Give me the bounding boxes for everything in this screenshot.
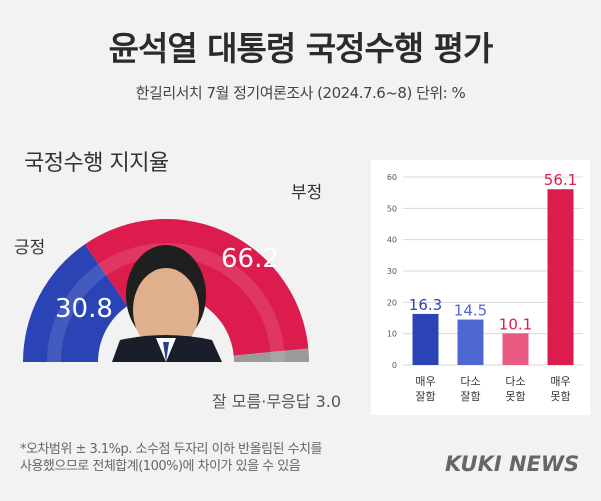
y-tick-label: 20	[387, 298, 397, 307]
section-title: 국정수행 지지율	[24, 151, 169, 176]
bar	[502, 333, 529, 365]
negative-label: 부정	[291, 183, 323, 203]
president-photo	[112, 245, 222, 362]
page-title: 윤석열 대통령 국정수행 평가	[108, 29, 494, 68]
x-category-label: 잘함	[415, 390, 435, 403]
bar-value-label: 16.3	[409, 296, 442, 314]
x-category-label: 못함	[505, 390, 525, 403]
positive-label: 긍정	[14, 238, 46, 258]
y-tick-label: 40	[387, 236, 397, 245]
x-category-label: 다소	[460, 375, 480, 388]
bar	[457, 319, 484, 365]
x-category-label: 다소	[505, 375, 525, 388]
y-tick-label: 60	[387, 173, 397, 182]
positive-value: 30.8	[55, 294, 113, 324]
y-tick-label: 0	[392, 361, 397, 370]
negative-value: 66.2	[221, 244, 279, 274]
page-subtitle: 한길리서치 7월 정기여론조사 (2024.7.6~8) 단위: %	[135, 84, 466, 102]
bar-value-label: 10.1	[499, 315, 532, 333]
bar-value-label: 56.1	[544, 171, 577, 189]
x-category-label: 매우	[415, 375, 435, 388]
x-category-label: 못함	[550, 390, 570, 403]
no-response-slice	[233, 348, 309, 362]
no-response-label: 잘 모름·무응답 3.0	[212, 392, 342, 411]
brand-logo: KUKI NEWS	[445, 452, 580, 476]
bar	[412, 313, 439, 365]
footnote-line-1: *오차범위 ± 3.1%p. 소수점 두자리 이하 반올림된 수치를	[20, 442, 322, 457]
x-category-label: 매우	[550, 375, 570, 388]
x-category-label: 잘함	[460, 390, 480, 403]
footnote-line-2: 사용했으므로 전체합계(100%)에 차이가 있을 수 있음	[20, 459, 301, 474]
bar-value-label: 14.5	[454, 302, 487, 320]
y-tick-label: 50	[387, 204, 397, 213]
positive-slice	[23, 244, 128, 362]
y-tick-label: 10	[387, 330, 397, 339]
bar	[547, 189, 574, 365]
y-tick-label: 30	[387, 267, 397, 276]
footnote: *오차범위 ± 3.1%p. 소수점 두자리 이하 반올림된 수치를 사용했으므…	[20, 441, 400, 475]
